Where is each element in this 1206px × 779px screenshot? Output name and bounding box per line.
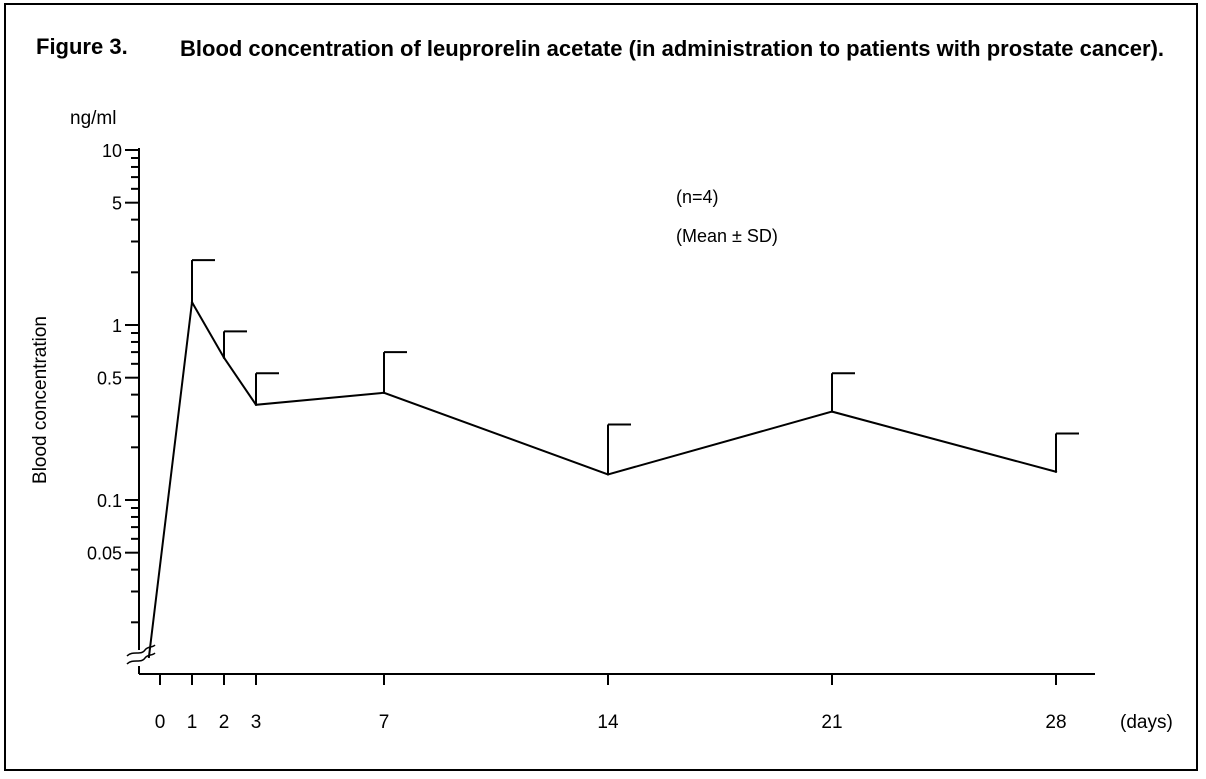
x-tick-label-2: 2 [219, 712, 230, 733]
x-tick-label-3: 3 [251, 712, 262, 733]
figure-label: Figure 3. [36, 34, 128, 59]
axis-break-mark-lower [126, 652, 156, 665]
y-tick-label-2: 1 [112, 316, 122, 336]
x-tick-label-0: 0 [155, 712, 166, 733]
x-tick-label-5: 14 [597, 712, 619, 733]
figure-title: Blood concentration of leuprorelin aceta… [180, 36, 1165, 61]
annotation-mean-sd: (Mean ± SD) [676, 226, 778, 246]
axis-break-mark-upper [126, 644, 156, 657]
x-tick-label-6: 21 [821, 712, 842, 733]
y-tick-label-3: 0.5 [97, 369, 122, 389]
axes [126, 148, 1095, 675]
y-tick-label-4: 0.1 [97, 491, 122, 511]
annotation-n: (n=4) [676, 187, 719, 207]
x-tick-label-1: 1 [187, 712, 198, 733]
y-tick-label-5: 0.05 [87, 544, 122, 564]
y-unit-label: ng/ml [70, 108, 116, 129]
x-tick-label-7: 28 [1045, 712, 1066, 733]
x-ticks: 0 1 2 3 7 14 21 28 [155, 674, 1067, 733]
y-ticks: 10 5 1 0.5 0.1 0.05 [87, 141, 139, 624]
series-line [147, 299, 1057, 659]
x-tick-label-4: 7 [379, 712, 390, 733]
x-unit-label: (days) [1120, 712, 1173, 733]
figure-frame [4, 3, 1198, 771]
series-group [147, 259, 1079, 659]
y-axis-title: Blood concentration [30, 316, 51, 484]
y-tick-label-0: 10 [102, 141, 122, 161]
y-tick-label-1: 5 [112, 194, 122, 214]
